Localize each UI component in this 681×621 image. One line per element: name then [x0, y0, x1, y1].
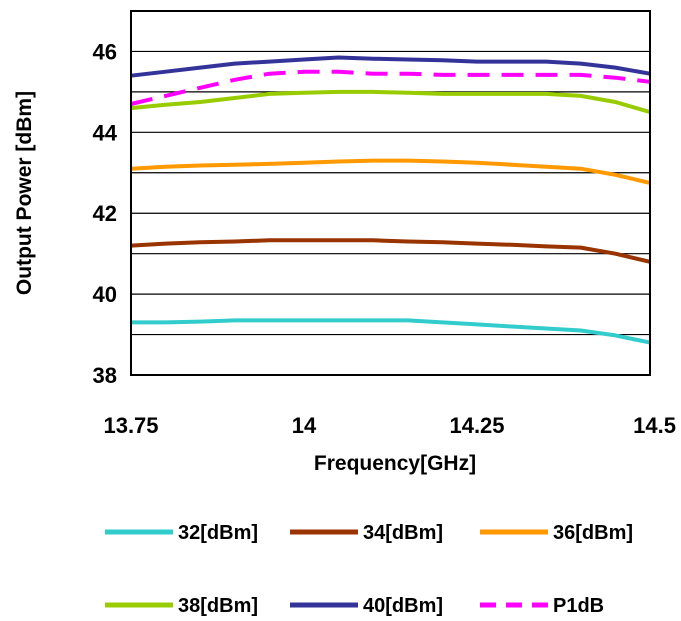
x-tick-labels: 13.75 14 14.25 14.5 [103, 413, 676, 438]
y-tick-label: 42 [93, 201, 117, 226]
legend-label-3: 38[dBm] [178, 595, 258, 617]
legend-label-0: 32[dBm] [178, 522, 258, 544]
y-tick-label: 44 [93, 120, 118, 145]
y-tick-label: 38 [93, 363, 117, 388]
plot-area-frame [130, 10, 651, 376]
x-tick-label: 14 [292, 413, 317, 438]
legend-label-2: 36[dBm] [553, 522, 633, 544]
x-tick-label: 14.25 [449, 413, 504, 438]
y-axis-label: Output Power [dBm] [13, 91, 36, 295]
series-line-4 [130, 55, 651, 78]
series-line-2 [130, 158, 651, 185]
series-line-0 [131, 318, 651, 345]
series-line-1 [130, 238, 651, 264]
legend-label-5: P1dB [553, 595, 604, 617]
legend-label-1: 34[dBm] [363, 522, 443, 544]
y-tick-label: 46 [93, 39, 117, 64]
legend-label-4: 40[dBm] [363, 595, 443, 617]
grid-lines [131, 50, 650, 336]
x-axis-label: Frequency[GHz] [314, 452, 476, 475]
series-line-5 [130, 69, 651, 106]
x-tick-label: 13.75 [103, 413, 158, 438]
legend: 32[dBm] 34[dBm] 36[dBm] 38[dBm] 40[dBm] P1dB [105, 522, 633, 617]
series-line-3 [130, 89, 651, 115]
y-tick-labels: 38 40 42 44 46 [93, 39, 118, 388]
x-tick-label: 14.5 [633, 413, 676, 438]
y-tick-label: 40 [93, 282, 117, 307]
series-lines [130, 55, 651, 345]
